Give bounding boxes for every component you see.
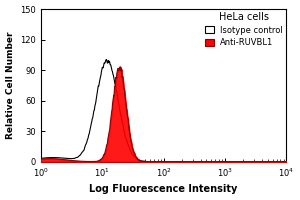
X-axis label: Log Fluorescence Intensity: Log Fluorescence Intensity bbox=[89, 184, 238, 194]
Y-axis label: Relative Cell Number: Relative Cell Number bbox=[6, 32, 15, 139]
Legend: Isotype control, Anti-RUVBL1: Isotype control, Anti-RUVBL1 bbox=[204, 11, 285, 49]
